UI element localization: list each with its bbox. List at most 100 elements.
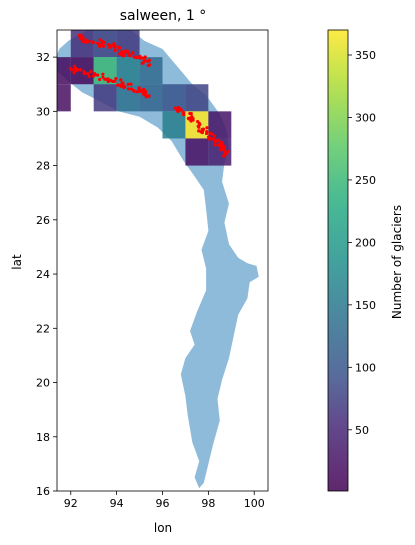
glacier-marker: [210, 132, 214, 136]
glacier-marker: [176, 109, 180, 113]
heatmap-cell: [185, 138, 209, 166]
glacier-marker: [119, 78, 123, 82]
glacier-marker: [137, 86, 141, 90]
glacier-marker: [126, 87, 131, 91]
x-tick-label: 94: [110, 497, 124, 510]
glacier-marker: [176, 106, 180, 110]
colorbar-tick-label: 200: [355, 236, 376, 249]
glacier-marker: [87, 39, 91, 43]
heatmap-cell: [162, 111, 186, 139]
colorbar-tick-label: 350: [355, 49, 376, 62]
glacier-marker: [146, 63, 150, 68]
heatmap-cell: [162, 84, 186, 112]
glacier-marker: [223, 152, 227, 156]
chart-title: salween, 1 °: [120, 8, 207, 24]
glacier-marker: [132, 89, 136, 93]
glacier-marker: [117, 46, 122, 50]
glacier-marker: [129, 87, 134, 91]
glacier-marker: [83, 71, 87, 76]
y-tick-label: 32: [36, 51, 50, 64]
glacier-marker: [113, 79, 117, 83]
glacier-marker: [69, 68, 74, 72]
axes: 92 94 96 98 100 16 18 20 22 24 26 28 30 32: [36, 29, 269, 510]
glacier-marker: [98, 38, 102, 42]
glacier-marker: [142, 56, 147, 60]
colorbar-tick-label: 100: [355, 361, 376, 374]
plot-area: [57, 30, 259, 489]
glacier-marker: [142, 90, 146, 94]
glacier-marker: [101, 72, 105, 76]
heatmap-cell: [116, 57, 140, 85]
x-axis-label: lon: [154, 521, 172, 535]
y-tick-label: 26: [36, 214, 50, 227]
glacier-marker: [196, 124, 200, 128]
glacier-marker: [140, 61, 144, 65]
y-tick-label: 30: [36, 105, 50, 118]
glacier-marker: [81, 35, 85, 39]
heatmap-cell: [185, 84, 209, 112]
glacier-marker: [108, 44, 112, 49]
glacier-marker: [208, 136, 212, 140]
colorbar-label: Number of glaciers: [390, 205, 404, 319]
y-tick-label: 16: [36, 485, 50, 498]
glacier-marker: [87, 74, 91, 78]
glacier-marker: [106, 42, 110, 47]
glacier-marker: [97, 43, 102, 47]
colorbar-tick-label: 150: [355, 299, 376, 312]
glacier-markers: [68, 33, 230, 158]
glacier-marker: [205, 126, 209, 130]
colorbar-tick-label: 300: [355, 111, 376, 124]
colorbar-tick-label: 250: [355, 174, 376, 187]
y-tick-label: 22: [36, 322, 50, 335]
glacier-marker: [76, 68, 80, 72]
glacier-marker: [101, 75, 105, 79]
glacier-marker: [218, 142, 223, 146]
heatmap-cell: [139, 57, 163, 85]
heatmap-cell: [93, 57, 117, 85]
y-tick-label: 20: [36, 377, 50, 390]
glacier-marker: [201, 128, 205, 132]
glacier-marker: [116, 83, 120, 87]
glacier-marker: [188, 111, 192, 116]
glacier-marker: [123, 51, 127, 55]
glacier-marker: [77, 33, 81, 37]
heatmap-cell: [70, 30, 94, 58]
glacier-marker: [122, 85, 126, 90]
glacier-marker: [91, 40, 95, 44]
glacier-marker: [222, 144, 227, 149]
heatmap-cell: [57, 84, 71, 112]
heatmap-cell: [208, 111, 232, 139]
glacier-marker: [129, 82, 133, 86]
glacier-marker: [80, 39, 85, 43]
glacier-marker: [106, 78, 110, 82]
glacier-marker: [113, 44, 117, 48]
glacier-marker: [191, 118, 195, 122]
glacier-marker: [190, 115, 194, 119]
x-tick-label: 92: [64, 497, 78, 510]
glacier-marker: [213, 134, 217, 138]
y-tick-label: 28: [36, 160, 50, 173]
y-axis-label: lat: [10, 254, 24, 270]
glacier-marker: [137, 88, 141, 92]
glacier-marker: [221, 147, 225, 151]
x-tick-label: 96: [156, 497, 170, 510]
glacier-marker: [93, 73, 98, 77]
heatmap-cell: [57, 57, 71, 85]
glacier-marker: [73, 66, 78, 70]
glacier-marker: [118, 52, 122, 56]
glacier-marker: [145, 59, 150, 63]
glacier-marker: [173, 106, 177, 110]
glacier-marker: [86, 71, 90, 76]
glacier-marker: [204, 131, 209, 136]
glacier-marker: [127, 52, 131, 56]
glacier-marker: [179, 108, 183, 112]
colorbar-tick-label: 50: [355, 424, 369, 437]
glacier-marker: [113, 48, 117, 52]
glacier-marker: [217, 138, 221, 142]
glacier-marker: [114, 76, 118, 81]
glacier-marker: [197, 121, 201, 125]
glacier-marker: [131, 51, 135, 55]
y-tick-label: 24: [36, 268, 50, 281]
colorbar-frame: [327, 29, 349, 492]
